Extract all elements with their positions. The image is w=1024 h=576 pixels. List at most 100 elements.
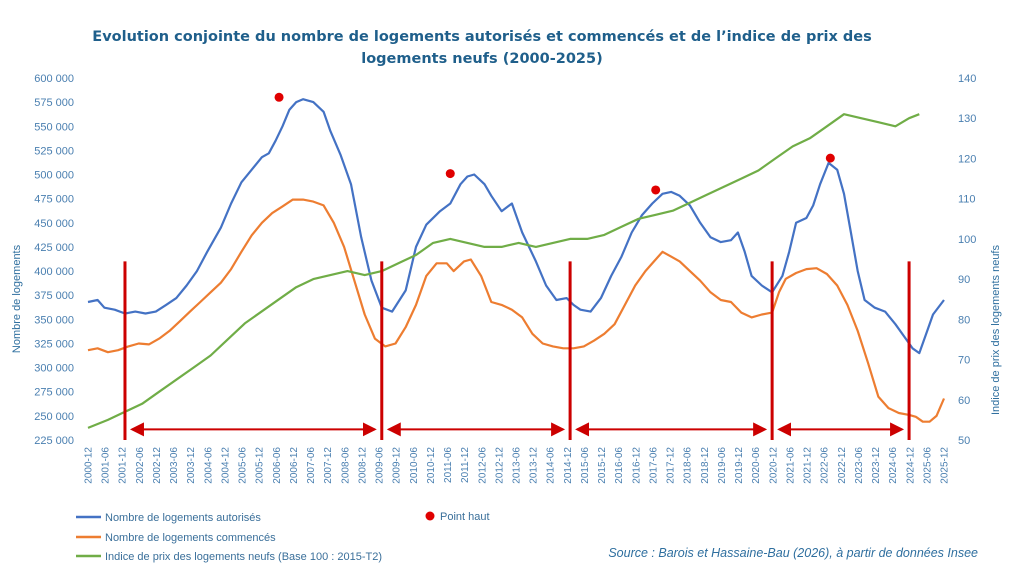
x-tick-label: 2012-06: [477, 447, 488, 484]
x-tick-label: 2010-12: [426, 447, 437, 484]
x-tick-label: 2008-12: [357, 447, 368, 484]
y-tick-right-label: 120: [958, 153, 976, 165]
series-line-commences: [87, 198, 946, 423]
y-tick-left-label: 400 000: [34, 266, 74, 278]
x-tick-label: 2008-06: [340, 447, 351, 484]
x-tick-label: 2017-06: [648, 447, 659, 484]
y-tick-right-label: 70: [958, 355, 970, 367]
y-tick-right-label: 130: [958, 113, 976, 125]
y-tick-left-label: 550 000: [34, 121, 74, 133]
x-tick-label: 2023-06: [854, 447, 865, 484]
y-tick-left-label: 250 000: [34, 411, 74, 423]
x-tick-label: 2004-12: [220, 447, 231, 484]
x-tick-label: 2005-12: [255, 447, 266, 484]
y-axis-right: 50 60 70 80 90 100 110 120 130 140: [958, 73, 976, 447]
x-tick-label: 2025-12: [940, 447, 951, 484]
x-tick-label: 2013-12: [529, 447, 540, 484]
y-tick-left-label: 325 000: [34, 338, 74, 350]
y-tick-right-label: 80: [958, 314, 970, 326]
x-tick-label: 2025-06: [922, 447, 933, 484]
y-tick-right-label: 100: [958, 234, 976, 246]
y-tick-left-label: 375 000: [34, 290, 74, 302]
x-tick-label: 2002-06: [135, 447, 146, 484]
y-tick-left-label: 525 000: [34, 145, 74, 157]
y-tick-left-label: 500 000: [34, 170, 74, 182]
x-tick-label: 2003-06: [169, 447, 180, 484]
x-tick-label: 2019-06: [717, 447, 728, 484]
y-tick-left-label: 600 000: [34, 73, 74, 85]
x-tick-label: 2009-06: [375, 447, 386, 484]
peak-point: [445, 169, 455, 179]
x-tick-label: 2011-06: [443, 447, 454, 483]
source-note: Source : Barois et Hassaine-Bau (2026), …: [608, 546, 978, 560]
x-tick-label: 2020-06: [751, 447, 762, 484]
y-axis-left-label: Nombre de logements: [11, 244, 23, 353]
x-tick-label: 2020-12: [768, 447, 779, 484]
x-tick-label: 2022-12: [837, 447, 848, 484]
peak-point: [274, 92, 284, 102]
y-tick-right-label: 50: [958, 435, 970, 447]
x-tick-label: 2001-12: [118, 447, 129, 484]
y-tick-right-label: 90: [958, 274, 970, 286]
y-tick-right-label: 140: [958, 73, 976, 85]
y-axis-right-label: Indice de prix des logements neufs: [990, 245, 1002, 415]
y-tick-left-label: 575 000: [34, 97, 74, 109]
peak-points: [274, 92, 835, 195]
x-tick-label: 2005-06: [238, 447, 249, 484]
y-tick-left-label: 350 000: [34, 314, 74, 326]
x-tick-label: 2016-12: [631, 447, 642, 484]
y-axis-left: 225 000 250 000 275 000 300 000 325 000 350 0…: [34, 73, 74, 447]
y-tick-left-label: 275 000: [34, 387, 74, 399]
legend-swatch-point-haut: [425, 511, 435, 521]
y-tick-left-label: 450 000: [34, 218, 74, 230]
x-tick-label: 2006-12: [289, 447, 300, 484]
x-tick-label: 2001-06: [101, 447, 112, 484]
x-tick-label: 2014-12: [563, 447, 574, 484]
x-tick-label: 2021-06: [785, 447, 796, 484]
x-tick-label: 2018-12: [700, 447, 711, 484]
y-tick-right-label: 110: [958, 194, 976, 206]
x-tick-label: 2023-12: [871, 447, 882, 484]
x-tick-label: 2024-06: [888, 447, 899, 484]
x-tick-label: 2017-12: [666, 447, 677, 484]
legend: Nombre de logements autorisés Nombre de …: [76, 511, 490, 563]
x-tick-label: 2016-06: [614, 447, 625, 484]
series-lines: [87, 98, 946, 429]
x-tick-label: 2013-06: [512, 447, 523, 484]
x-tick-label: 2007-12: [323, 447, 334, 484]
x-tick-label: 2006-06: [272, 447, 283, 484]
y-tick-left-label: 225 000: [34, 435, 74, 447]
x-tick-label: 2010-06: [409, 447, 420, 484]
period-markers: [123, 261, 911, 440]
series-line-indice-prix: [87, 113, 920, 429]
y-tick-right-label: 60: [958, 395, 970, 407]
peak-point: [825, 153, 835, 163]
legend-label-indice: Indice de prix des logements neufs (Base…: [105, 551, 382, 563]
x-tick-label: 2019-12: [734, 447, 745, 484]
series-line-autorises: [87, 98, 945, 355]
x-tick-label: 2011-12: [460, 447, 471, 483]
x-tick-label: 2014-06: [546, 447, 557, 484]
x-tick-label: 2007-06: [306, 447, 317, 484]
x-tick-label: 2003-12: [186, 447, 197, 484]
x-tick-label: 2000-12: [84, 447, 95, 484]
x-tick-label: 2021-12: [803, 447, 814, 484]
x-tick-label: 2015-06: [580, 447, 591, 484]
x-tick-label: 2018-06: [683, 447, 694, 484]
peak-point: [651, 185, 661, 195]
legend-label-commences: Nombre de logements commencés: [105, 532, 276, 544]
x-tick-label: 2009-12: [392, 447, 403, 484]
x-tick-label: 2015-12: [597, 447, 608, 484]
chart-title-line-2: logements neufs (2000-2025): [361, 51, 602, 67]
y-tick-left-label: 475 000: [34, 194, 74, 206]
x-axis: 2000-12 2001-06 2001-12 2002-06 2002-12 2003-…: [84, 447, 951, 484]
chart-title-line-1: Evolution conjointe du nombre de logemen…: [92, 29, 871, 45]
y-tick-left-label: 300 000: [34, 363, 74, 375]
x-tick-label: 2012-12: [494, 447, 505, 484]
x-tick-label: 2004-06: [203, 447, 214, 484]
x-tick-label: 2022-06: [820, 447, 831, 484]
x-tick-label: 2024-12: [905, 447, 916, 484]
x-tick-label: 2002-12: [152, 447, 163, 484]
legend-label-point-haut: Point haut: [440, 511, 490, 523]
